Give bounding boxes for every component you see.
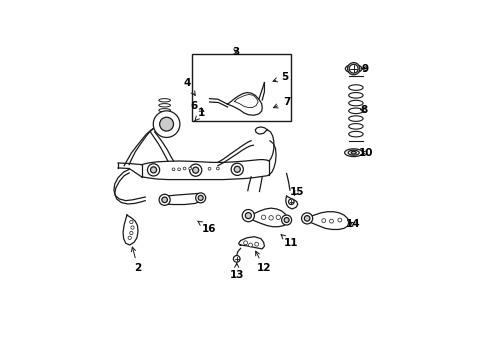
Text: 14: 14 <box>346 219 361 229</box>
Ellipse shape <box>344 149 363 157</box>
Circle shape <box>330 219 334 223</box>
Text: 1: 1 <box>195 108 205 121</box>
Text: 6: 6 <box>191 102 204 111</box>
Circle shape <box>207 108 217 118</box>
Text: 16: 16 <box>198 221 216 234</box>
Circle shape <box>150 167 157 173</box>
Circle shape <box>262 80 267 85</box>
Circle shape <box>197 93 210 105</box>
Circle shape <box>210 111 215 116</box>
Circle shape <box>233 256 240 262</box>
Circle shape <box>190 164 202 176</box>
Circle shape <box>200 96 206 102</box>
Circle shape <box>217 167 219 170</box>
Circle shape <box>130 231 133 235</box>
Text: 12: 12 <box>256 251 271 273</box>
Circle shape <box>159 194 170 205</box>
Circle shape <box>183 167 186 170</box>
Circle shape <box>276 215 280 220</box>
Circle shape <box>263 107 268 111</box>
Circle shape <box>244 241 247 245</box>
Circle shape <box>338 218 342 222</box>
Ellipse shape <box>345 64 362 73</box>
Circle shape <box>269 216 273 220</box>
Circle shape <box>147 164 160 176</box>
Circle shape <box>255 242 259 246</box>
Circle shape <box>162 197 168 203</box>
FancyBboxPatch shape <box>192 54 292 121</box>
Text: 13: 13 <box>229 263 244 280</box>
Text: 5: 5 <box>273 72 289 82</box>
Circle shape <box>153 111 180 138</box>
Circle shape <box>128 236 131 239</box>
Circle shape <box>234 166 240 172</box>
Text: 7: 7 <box>273 97 290 108</box>
Circle shape <box>245 212 251 219</box>
Text: 2: 2 <box>131 247 142 273</box>
Ellipse shape <box>351 151 356 154</box>
Circle shape <box>282 215 292 225</box>
Text: 10: 10 <box>359 148 373 158</box>
Ellipse shape <box>348 150 359 155</box>
Circle shape <box>261 105 270 114</box>
Circle shape <box>160 117 173 131</box>
Circle shape <box>131 226 134 229</box>
Circle shape <box>289 199 294 204</box>
Text: 3: 3 <box>232 47 240 57</box>
Circle shape <box>284 217 289 222</box>
Circle shape <box>196 193 206 203</box>
Circle shape <box>304 216 310 221</box>
Circle shape <box>347 63 360 75</box>
Text: 15: 15 <box>290 186 304 197</box>
Circle shape <box>301 213 313 224</box>
Text: 9: 9 <box>362 64 369 74</box>
Text: 4: 4 <box>184 78 195 95</box>
Circle shape <box>178 168 180 171</box>
Circle shape <box>242 210 254 222</box>
Circle shape <box>193 167 199 173</box>
Circle shape <box>248 243 252 247</box>
Circle shape <box>261 215 266 220</box>
Text: 8: 8 <box>361 105 368 115</box>
Circle shape <box>208 167 211 170</box>
Circle shape <box>231 163 244 175</box>
Circle shape <box>322 219 326 222</box>
Circle shape <box>259 77 270 87</box>
Text: 11: 11 <box>281 235 298 248</box>
Circle shape <box>189 167 192 170</box>
Circle shape <box>349 64 358 73</box>
Circle shape <box>172 168 175 171</box>
Circle shape <box>130 220 133 224</box>
Circle shape <box>198 195 203 201</box>
